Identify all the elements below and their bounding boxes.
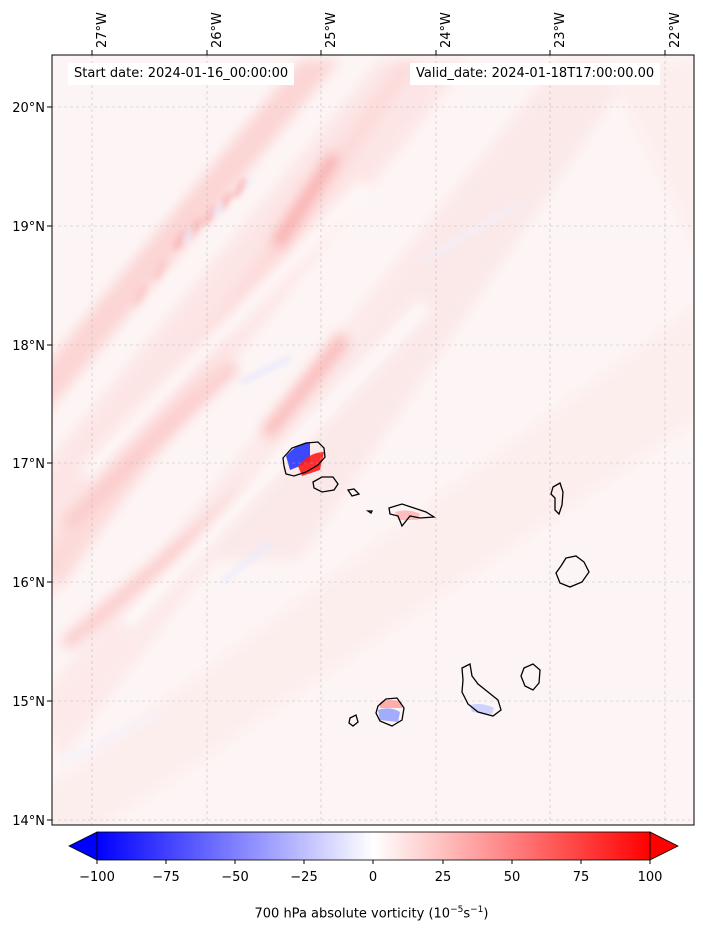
lon-ticks xyxy=(91,50,666,55)
colorbar-tick-label: 50 xyxy=(503,870,521,885)
colorbar-label-close: ) xyxy=(483,906,489,922)
island-sal xyxy=(550,482,564,516)
colorbar-label: 700 hPa absolute vorticity (10−5s−1) xyxy=(0,905,703,921)
lon-label: 27°W xyxy=(95,12,110,48)
colorbar-tick-label: 0 xyxy=(368,870,378,885)
island-fogo xyxy=(375,697,405,727)
colorbar-body xyxy=(97,832,650,860)
lat-label: 18°N xyxy=(12,339,45,354)
colorbar-tick-label: 100 xyxy=(637,870,663,885)
lat-label: 17°N xyxy=(12,457,45,472)
map-frame xyxy=(51,54,695,826)
colorbar-tick-label: 25 xyxy=(434,870,452,885)
island-boa-vista xyxy=(555,555,590,588)
island-maio xyxy=(520,663,541,691)
island-santo-antao xyxy=(282,441,326,477)
wave-pattern xyxy=(133,174,255,306)
island-sao-nicolau xyxy=(388,503,437,528)
lon-label: 25°W xyxy=(324,12,339,48)
island-santiago xyxy=(461,663,502,717)
colorbar xyxy=(68,831,679,864)
lat-ticks xyxy=(47,106,52,821)
colorbar-min-extend xyxy=(68,831,98,861)
graticule xyxy=(52,55,694,825)
colorbar-tick-label: −25 xyxy=(290,870,318,885)
lat-label: 15°N xyxy=(12,695,45,710)
colorbar-label-exponent: −5 xyxy=(450,905,464,915)
colorbar-tick-label: −100 xyxy=(79,870,115,885)
island-brava xyxy=(348,714,359,727)
lat-label: 19°N xyxy=(12,220,45,235)
lat-label: 16°N xyxy=(12,576,45,591)
lat-label: 14°N xyxy=(12,814,45,829)
island-branco xyxy=(365,510,374,514)
island-sao-vicente xyxy=(312,476,339,493)
colorbar-label-text: 700 hPa absolute vorticity (10 xyxy=(254,906,451,922)
colorbar-label-unit: s xyxy=(463,906,471,922)
start-date-label: Start date: 2024-01-16_00:00:00 xyxy=(68,63,295,85)
lat-labels: 20°N 19°N 18°N 17°N 16°N 15°N 14°N xyxy=(12,101,45,829)
valid-date-label: Valid_date: 2024-01-18T17:00:00.00 xyxy=(410,63,661,85)
lat-label: 20°N xyxy=(12,101,45,116)
colorbar-tick-label: 75 xyxy=(572,870,590,885)
colorbar-label-exponent: −1 xyxy=(470,905,484,915)
lon-label: 22°W xyxy=(668,12,683,48)
lon-label: 24°W xyxy=(439,12,454,48)
lon-labels: 27°W 26°W 25°W 24°W 23°W 22°W xyxy=(95,12,683,48)
lon-label: 23°W xyxy=(553,12,568,48)
colorbar-tick-label: −75 xyxy=(152,870,180,885)
lon-label: 26°W xyxy=(210,12,225,48)
coastlines xyxy=(282,441,590,727)
colorbar-max-extend xyxy=(649,831,679,861)
vorticity-field xyxy=(52,55,694,825)
island-santa-luzia xyxy=(346,488,361,497)
colorbar-tick-label: −50 xyxy=(221,870,249,885)
